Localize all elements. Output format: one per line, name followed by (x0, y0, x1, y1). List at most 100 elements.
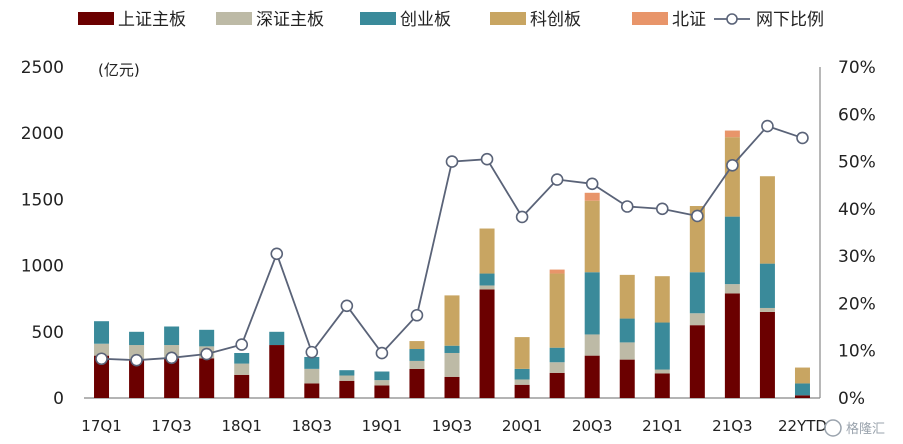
legend-swatch (490, 12, 526, 25)
x-tick-label: 21Q3 (712, 417, 752, 435)
bar-segment (584, 355, 600, 398)
bar-segment (409, 368, 425, 398)
watermark: 格隆汇 (824, 419, 885, 437)
bar-segment (164, 326, 180, 346)
bar-segment (549, 269, 565, 274)
ratio-line (95, 119, 809, 367)
bar-segment (794, 367, 810, 384)
x-axis-ticks: 17Q1 17Q3 18Q1 18Q3 19Q1 19Q3 20Q1 20Q3 21Q1 21Q3… (81, 417, 827, 435)
left-axis-ticks: 0 500 1000 1500 2000 2500 (21, 58, 64, 409)
bar-segment (619, 274, 635, 319)
bar-segment (409, 349, 425, 361)
watermark-text: 格隆汇 (846, 421, 885, 437)
bar-segment (199, 358, 215, 398)
bar-segment (759, 311, 775, 398)
bar-segment (584, 334, 600, 356)
ratio-point (761, 119, 774, 133)
right-tick-label: 30% (838, 247, 876, 267)
right-tick-label: 40% (838, 200, 876, 220)
bar-segment (584, 272, 600, 335)
bar-segment (304, 368, 320, 384)
x-tick-label: 17Q3 (151, 417, 191, 435)
bar-segment (409, 341, 425, 350)
bar-segment (339, 375, 355, 381)
bar-segment (479, 285, 495, 290)
x-tick-label: 22YTD (778, 417, 827, 435)
bar-segment (549, 273, 565, 348)
legend: 上证主板 深证主板 创业板 科创板 北证 网下比例 (78, 10, 824, 30)
legend-label: 创业板 (400, 10, 451, 30)
bar-segment (374, 371, 390, 381)
bar-segment (479, 228, 495, 274)
right-tick-label: 70% (838, 58, 876, 78)
ratio-point (305, 345, 319, 359)
ratio-point (340, 299, 354, 313)
ratio-point (95, 352, 108, 366)
x-tick-label: 18Q3 (292, 417, 332, 435)
bar-segment (129, 359, 145, 398)
bar-segment (444, 295, 460, 346)
bar-segment (724, 216, 740, 285)
bar-segment (514, 337, 530, 369)
bar-segment (269, 331, 285, 346)
ratio-point (726, 159, 739, 172)
ratio-point (691, 209, 704, 223)
bar-segment (584, 200, 600, 273)
legend-swatch (216, 12, 252, 25)
legend-label: 科创板 (530, 10, 581, 30)
bar-segment (619, 342, 635, 360)
bar-segment (164, 358, 180, 398)
bar-segment (514, 368, 530, 380)
bar-segment (654, 369, 670, 374)
ratio-point (130, 353, 143, 367)
bar-segment (339, 370, 355, 376)
left-tick-label: 1500 (21, 190, 64, 210)
right-axis-ticks: 0% 10% 20% 30% 40% 50% 60% 70% (838, 58, 876, 409)
bar-segment (689, 272, 705, 314)
bar-segment (339, 380, 355, 398)
bar-segment (479, 273, 495, 286)
bar-segment (759, 263, 775, 308)
bar-segment (724, 137, 740, 217)
legend-label: 网下比例 (756, 10, 824, 30)
x-tick-label: 18Q1 (221, 417, 261, 435)
ratio-point (235, 338, 249, 351)
ratio-point (796, 131, 809, 145)
bar-segment (654, 322, 670, 370)
right-tick-label: 10% (838, 342, 876, 362)
legend-swatch (78, 12, 114, 25)
ratio-point (480, 152, 494, 166)
bar-segment (549, 372, 565, 398)
bar-segment (444, 352, 460, 377)
bar-segment (759, 176, 775, 264)
ratio-point (585, 177, 599, 191)
bar-segment (514, 384, 530, 398)
x-tick-label: 21Q1 (642, 417, 682, 435)
legend-label: 上证主板 (118, 10, 186, 30)
bar-segment (269, 345, 285, 398)
bar-segment (94, 321, 110, 344)
bar-segment (619, 359, 635, 398)
bar-segment (549, 347, 565, 363)
bar-segment (514, 379, 530, 385)
bar-segment (724, 130, 740, 138)
bar-segment (234, 374, 250, 398)
left-tick-label: 1000 (21, 257, 64, 277)
right-tick-label: 0% (838, 389, 865, 409)
bars (94, 130, 810, 398)
x-tick-label: 19Q3 (432, 417, 472, 435)
bar-segment (479, 289, 495, 398)
watermark-logo-icon (824, 419, 842, 437)
ratio-point (165, 351, 178, 365)
bar-segment (689, 313, 705, 326)
ratio-point (550, 173, 564, 186)
ratio-point (410, 308, 424, 322)
bar-segment (794, 383, 810, 396)
x-tick-label: 20Q1 (502, 417, 542, 435)
bar-segment (444, 376, 460, 398)
bar-segment (199, 329, 215, 347)
right-tick-label: 50% (838, 153, 876, 173)
bar-segment (234, 363, 250, 375)
bar-segment (409, 360, 425, 369)
